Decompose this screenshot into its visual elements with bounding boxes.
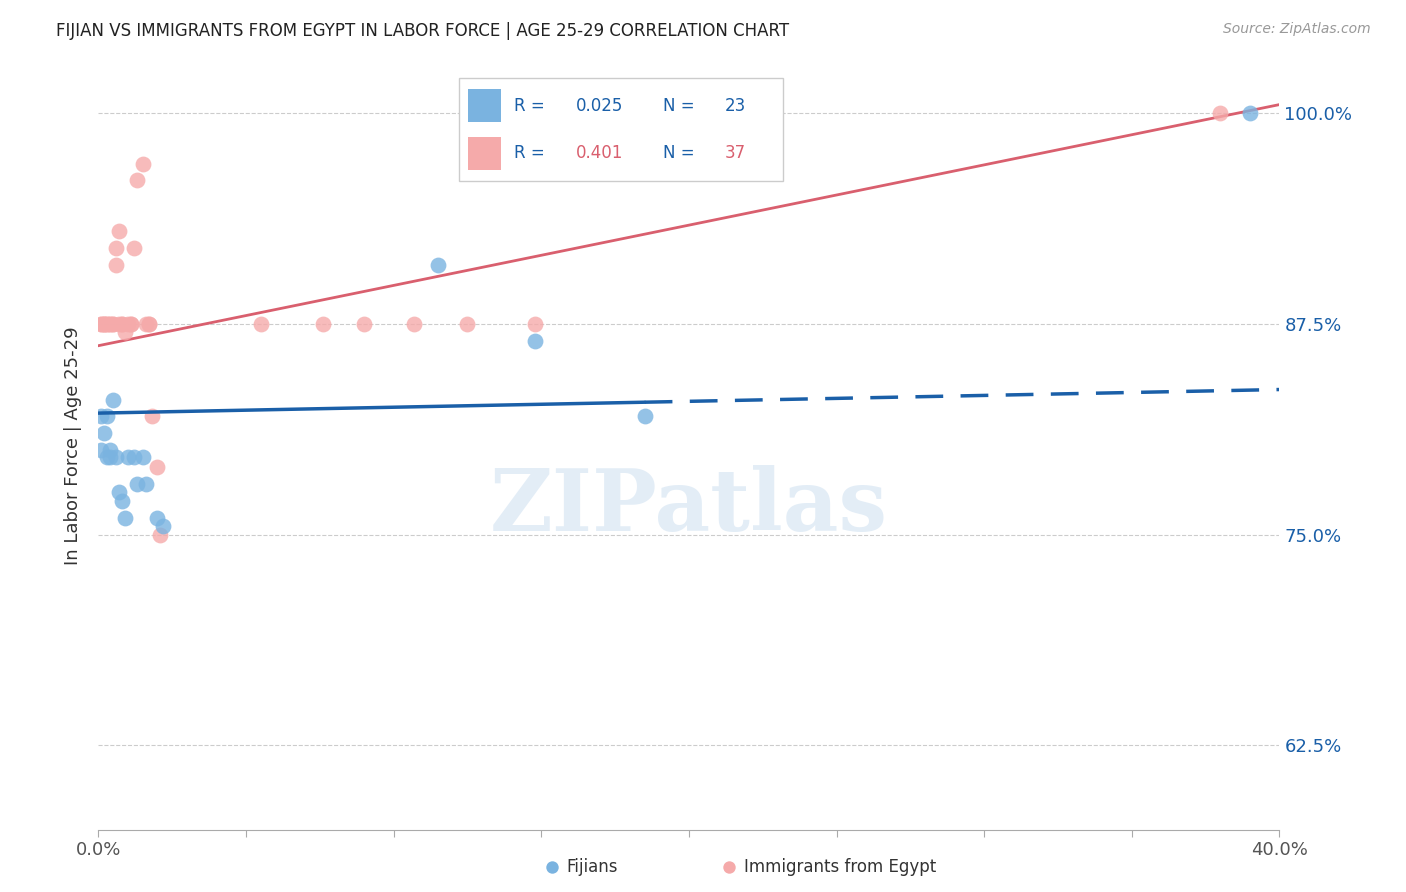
Point [634,409,657,424]
Point [93,317,115,331]
Point [105,241,128,255]
Point [146,510,169,524]
Point [120,317,142,331]
Point [96,409,118,424]
Point [122,450,145,464]
Point [120,317,142,331]
Point [117,317,139,331]
Point [457,317,479,331]
Point [111,317,134,331]
Point [353,317,375,331]
Point [90,443,112,458]
Point [146,460,169,475]
Point [152,519,174,533]
Point [93,317,115,331]
Point [98,317,121,331]
Point [427,258,450,272]
Point [90,317,112,331]
Point [96,450,118,464]
Point [132,156,155,170]
Point [125,173,148,187]
Text: Source: ZipAtlas.com: Source: ZipAtlas.com [1223,22,1371,37]
Point [111,493,134,508]
Point [135,477,157,491]
Point [138,317,160,331]
Y-axis label: In Labor Force | Age 25-29: In Labor Force | Age 25-29 [63,326,82,566]
Point [1239,106,1261,120]
Point [141,409,163,424]
Text: Fijians: Fijians [567,858,619,877]
Point [135,317,157,331]
Point [114,325,136,339]
Point [125,477,148,491]
Point [108,317,131,331]
Point [103,317,125,331]
Point [524,334,547,348]
Text: Immigrants from Egypt: Immigrants from Egypt [744,858,936,877]
Point [93,317,115,331]
Text: FIJIAN VS IMMIGRANTS FROM EGYPT IN LABOR FORCE | AGE 25-29 CORRELATION CHART: FIJIAN VS IMMIGRANTS FROM EGYPT IN LABOR… [56,22,789,40]
Point [111,317,134,331]
Point [93,426,115,441]
Point [114,510,136,524]
Point [90,317,112,331]
Point [138,317,160,331]
Point [98,443,121,458]
Point [117,450,139,464]
Point [105,258,128,272]
Point [108,224,131,238]
Point [1209,106,1232,120]
Point [108,485,131,500]
Point [96,317,118,331]
Point [132,450,155,464]
Point [90,409,112,424]
Text: ZIPatlas: ZIPatlas [489,466,889,549]
Point [105,450,128,464]
Point [98,317,121,331]
Point [103,392,125,407]
Point [540,860,562,874]
Point [96,317,118,331]
Point [717,860,740,874]
Point [312,317,335,331]
Point [122,241,145,255]
Point [149,527,172,541]
Point [250,317,273,331]
Point [98,450,121,464]
Point [524,317,547,331]
Point [103,317,125,331]
Point [404,317,426,331]
